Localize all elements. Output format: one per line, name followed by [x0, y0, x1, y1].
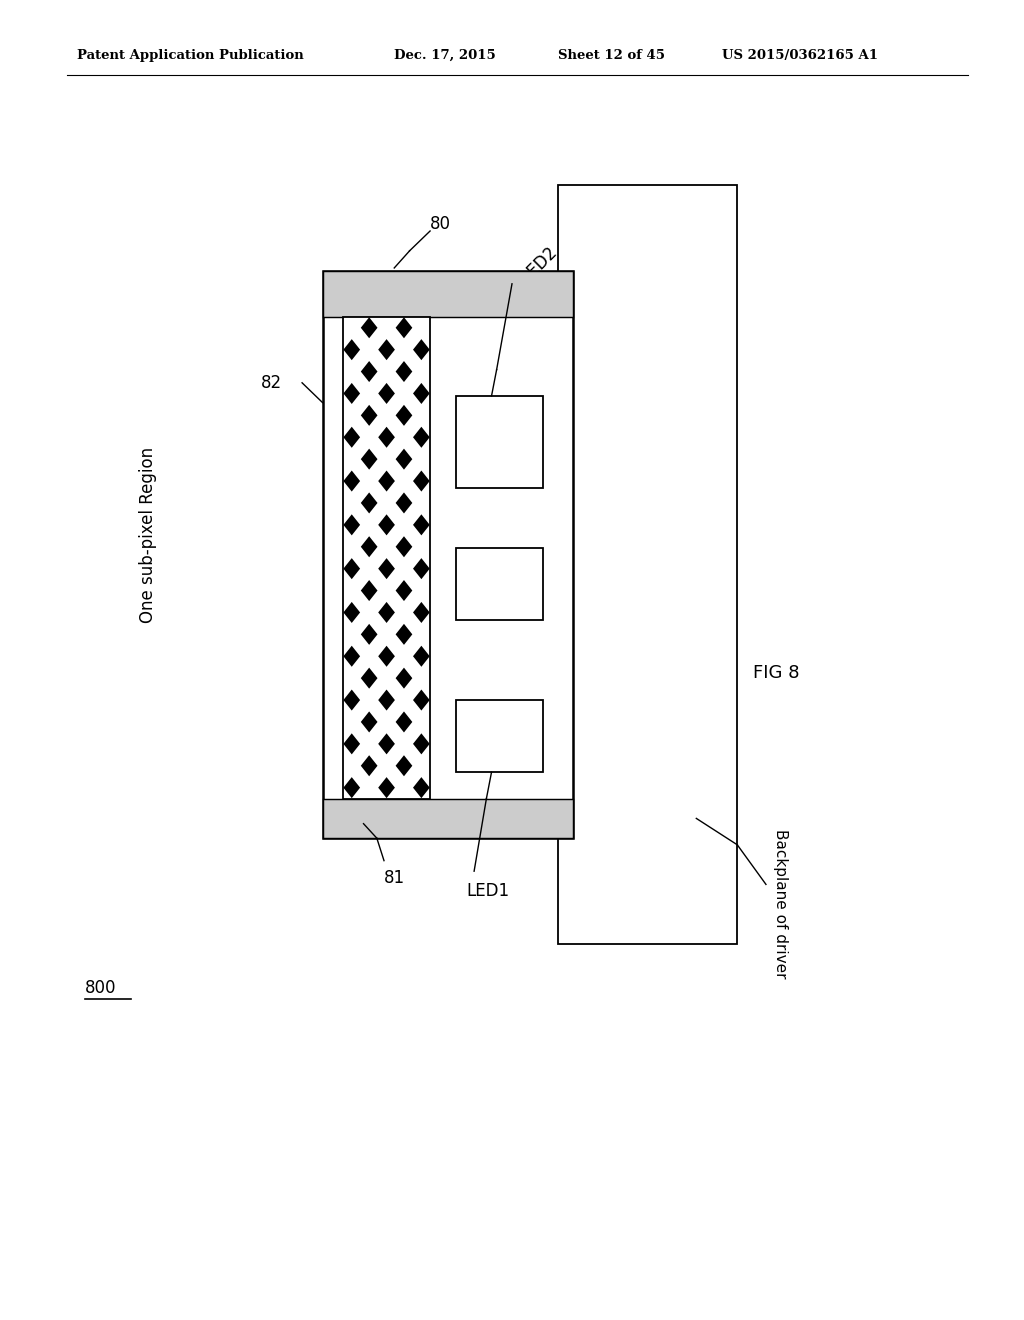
Polygon shape	[395, 668, 413, 689]
Text: 800: 800	[85, 978, 117, 997]
Polygon shape	[360, 317, 378, 338]
Polygon shape	[413, 645, 430, 667]
Text: LED2: LED2	[517, 243, 560, 285]
Polygon shape	[360, 362, 378, 381]
Polygon shape	[413, 777, 430, 799]
Text: FIG 8: FIG 8	[753, 664, 799, 682]
Polygon shape	[360, 405, 378, 426]
Polygon shape	[360, 536, 378, 557]
Polygon shape	[395, 492, 413, 513]
Polygon shape	[395, 449, 413, 470]
Bar	[323, 271, 573, 838]
Polygon shape	[378, 734, 395, 754]
Polygon shape	[343, 470, 360, 491]
Polygon shape	[343, 734, 360, 754]
Text: Backplane of driver: Backplane of driver	[773, 829, 788, 979]
Bar	[456, 548, 543, 620]
Text: LED1: LED1	[466, 882, 509, 900]
Polygon shape	[395, 405, 413, 426]
Polygon shape	[413, 383, 430, 404]
Polygon shape	[378, 645, 395, 667]
Polygon shape	[378, 339, 395, 360]
Polygon shape	[395, 624, 413, 645]
Text: Patent Application Publication: Patent Application Publication	[77, 49, 303, 62]
Polygon shape	[360, 449, 378, 470]
Polygon shape	[343, 689, 360, 710]
Polygon shape	[378, 558, 395, 579]
Polygon shape	[343, 777, 360, 799]
Polygon shape	[413, 689, 430, 710]
Text: 81: 81	[384, 869, 406, 887]
Text: 82: 82	[261, 374, 283, 392]
Text: US 2015/0362165 A1: US 2015/0362165 A1	[722, 49, 878, 62]
Polygon shape	[343, 339, 360, 360]
Polygon shape	[395, 536, 413, 557]
Polygon shape	[378, 602, 395, 623]
Polygon shape	[395, 317, 413, 338]
Polygon shape	[413, 426, 430, 447]
Text: Dec. 17, 2015: Dec. 17, 2015	[394, 49, 496, 62]
Polygon shape	[413, 515, 430, 536]
Polygon shape	[378, 426, 395, 447]
Polygon shape	[378, 515, 395, 536]
Text: 80: 80	[430, 215, 452, 234]
Polygon shape	[343, 515, 360, 536]
Polygon shape	[378, 689, 395, 710]
Bar	[323, 271, 573, 317]
Bar	[456, 700, 543, 772]
Polygon shape	[413, 470, 430, 491]
Polygon shape	[413, 602, 430, 623]
Polygon shape	[360, 492, 378, 513]
Polygon shape	[343, 383, 360, 404]
Polygon shape	[343, 426, 360, 447]
Polygon shape	[360, 755, 378, 776]
Polygon shape	[413, 339, 430, 360]
Polygon shape	[378, 470, 395, 491]
Polygon shape	[360, 711, 378, 733]
Bar	[343, 317, 430, 799]
Polygon shape	[413, 734, 430, 754]
Polygon shape	[360, 579, 378, 601]
Polygon shape	[395, 362, 413, 381]
Polygon shape	[360, 624, 378, 645]
Polygon shape	[378, 383, 395, 404]
Polygon shape	[343, 558, 360, 579]
Polygon shape	[395, 755, 413, 776]
Polygon shape	[343, 602, 360, 623]
Polygon shape	[395, 579, 413, 601]
Bar	[456, 396, 543, 488]
Text: One sub-pixel Region: One sub-pixel Region	[139, 446, 158, 623]
Polygon shape	[378, 777, 395, 799]
Polygon shape	[343, 645, 360, 667]
Bar	[558, 185, 737, 944]
Bar	[343, 317, 430, 799]
Polygon shape	[413, 558, 430, 579]
Polygon shape	[360, 668, 378, 689]
Text: Sheet 12 of 45: Sheet 12 of 45	[558, 49, 665, 62]
Bar	[323, 799, 573, 838]
Polygon shape	[395, 711, 413, 733]
